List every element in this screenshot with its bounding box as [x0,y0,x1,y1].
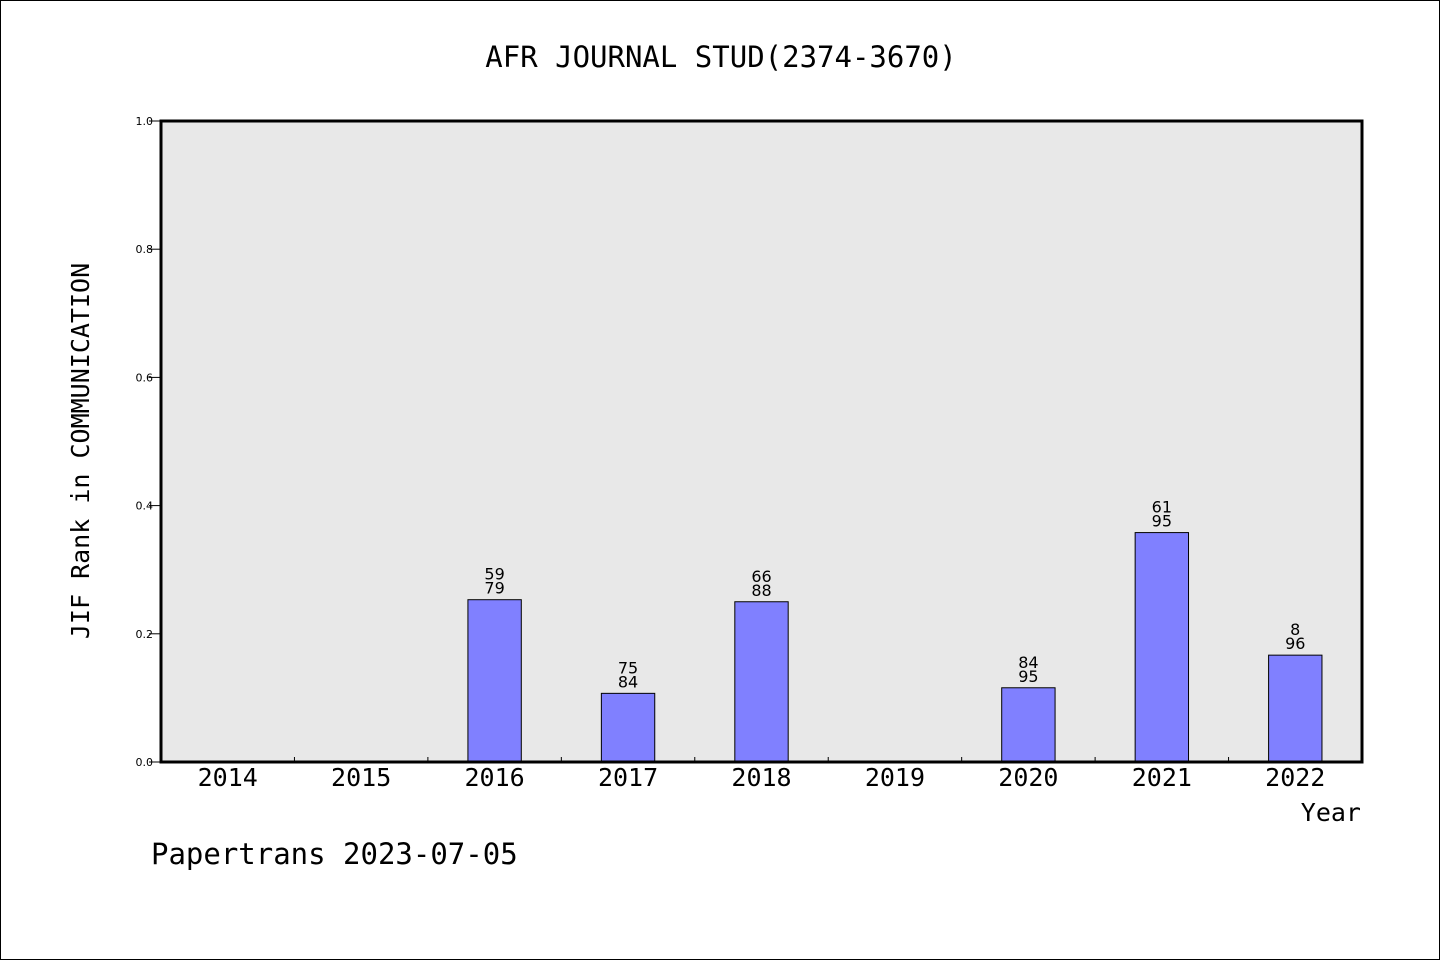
bar-label-total: 84 [618,672,638,691]
x-tick-label: 2020 [998,763,1058,792]
bar-label-rank: 61 [1152,498,1172,517]
bars-group [467,532,1323,763]
y-axis: 0.0 0.2 0.4 0.6 0.8 1.0 [136,115,161,769]
bar-label-total: 88 [751,581,771,600]
bar-2016 [467,599,522,763]
x-tick-label: 2022 [1265,763,1325,792]
footer-credit: Papertrans 2023-07-05 [151,837,518,871]
plot-border [159,119,1364,764]
x-tick-label: 2017 [598,763,658,792]
x-tick-label: 2021 [1132,763,1192,792]
bar-label-total: 95 [1018,667,1038,686]
bar-label-rank: 84 [1018,653,1038,672]
bar-2018 [734,601,789,763]
y-tick-label: 0.4 [136,500,154,513]
x-tick-label: 2016 [465,763,525,792]
x-tick-label: 2018 [731,763,791,792]
bar-label-total: 79 [484,579,504,598]
bar-label-rank: 59 [484,565,504,584]
x-tick-label: 2015 [331,763,391,792]
bar-2021 [1134,532,1190,763]
y-tick-label: 0.2 [136,628,154,641]
bar-label-rank: 75 [618,658,638,677]
x-tick-label: 2019 [865,763,925,792]
bar-label-rank: 8 [1290,620,1300,639]
x-axis: 2014 2015 2016 2017 2018 2019 2020 2021 2022 [198,757,1325,792]
bar-2017 [600,692,656,763]
bar-2020 [1001,687,1056,763]
y-axis-label: JIF Rank in COMMUNICATION [66,263,95,639]
y-tick-label: 1.0 [136,115,154,128]
bar-label-total: 96 [1285,634,1305,653]
x-tick-label: 2014 [198,763,258,792]
bar-2022 [1268,654,1323,763]
bar-label-total: 95 [1152,512,1172,531]
y-tick-label: 0.8 [136,243,154,256]
bar-label-rank: 66 [751,567,771,586]
y-tick-label: 0.0 [136,756,154,769]
y-tick-label: 0.6 [136,371,154,384]
x-axis-label: Year [1301,798,1361,827]
chart-title: AFR JOURNAL STUD(2374-3670) [485,40,956,74]
